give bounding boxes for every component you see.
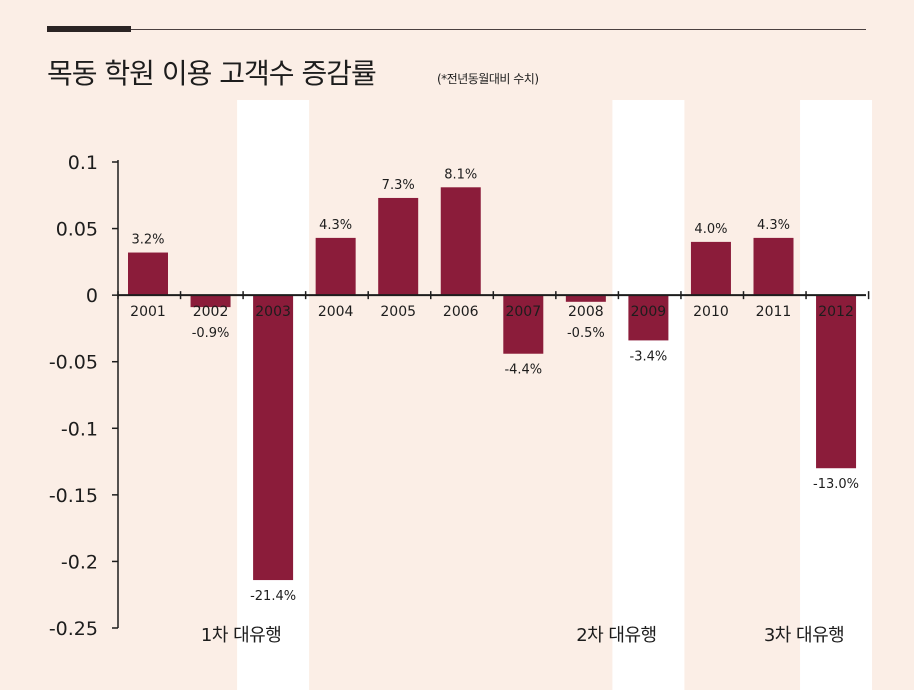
data-label: -0.5% [567, 326, 605, 341]
highlight-band [612, 100, 685, 690]
bar [253, 295, 294, 581]
category-label: 2010 [693, 304, 729, 320]
chart-title: 목동 학원 이용 고객수 증감률 [47, 57, 377, 90]
chart-subtitle: (*전년동월대비 수치) [437, 72, 539, 86]
y-tick-label: -0.2 [61, 551, 98, 573]
y-tick-label: -0.25 [49, 618, 98, 640]
data-label: 8.1% [444, 167, 477, 182]
category-label: 2003 [255, 304, 291, 320]
bar [128, 252, 168, 296]
category-label: 2008 [568, 304, 604, 320]
category-label: 2012 [818, 304, 854, 320]
y-tick-label: -0.15 [49, 485, 98, 507]
y-tick-label: 0.1 [68, 152, 98, 174]
period-label: 1차 대유행 [201, 625, 281, 646]
category-label: 2002 [193, 304, 229, 320]
data-label: -13.0% [813, 477, 859, 492]
data-label: -21.4% [250, 589, 296, 604]
bar [440, 187, 481, 296]
data-label: 7.3% [382, 178, 415, 193]
bar [753, 237, 794, 296]
bar [816, 295, 857, 469]
period-label: 2차 대유행 [576, 625, 656, 646]
bar [315, 237, 356, 296]
category-label: 2006 [443, 304, 479, 320]
data-label: 4.3% [757, 218, 790, 233]
data-label: 4.0% [694, 222, 727, 237]
category-label: 2001 [130, 304, 166, 320]
bar [503, 295, 544, 354]
data-label: -0.9% [192, 326, 230, 341]
y-tick-label: -0.1 [61, 418, 98, 440]
category-label: 2009 [631, 304, 667, 320]
header-rule [131, 29, 866, 30]
data-label: -3.4% [630, 349, 668, 364]
y-tick-label: -0.05 [49, 352, 98, 374]
bar [378, 197, 419, 296]
category-label: 2011 [756, 304, 792, 320]
period-label: 3차 대유행 [764, 625, 844, 646]
axes: 0.1 0.05 0 -0.05 -0.1 -0.15 -0.2 -0.25 [49, 152, 870, 640]
category-label: 2005 [380, 304, 416, 320]
bar [565, 295, 606, 302]
data-label: 3.2% [131, 233, 164, 248]
bars [128, 187, 857, 581]
highlight-bands [237, 100, 873, 690]
header-accent-bar [47, 26, 131, 32]
data-label: 4.3% [319, 218, 352, 233]
data-label: -4.4% [504, 363, 542, 378]
y-tick-label: 0.05 [56, 219, 98, 241]
bar [628, 295, 669, 341]
bar [690, 241, 731, 296]
labels: 1차 대유행 2차 대유행 3차 대유행 3.2% 2001 -0.9% 2002 -21.4… [130, 167, 859, 646]
bar [190, 295, 231, 308]
category-label: 2007 [505, 304, 541, 320]
y-tick-label: 0 [86, 285, 98, 307]
category-label: 2004 [318, 304, 354, 320]
